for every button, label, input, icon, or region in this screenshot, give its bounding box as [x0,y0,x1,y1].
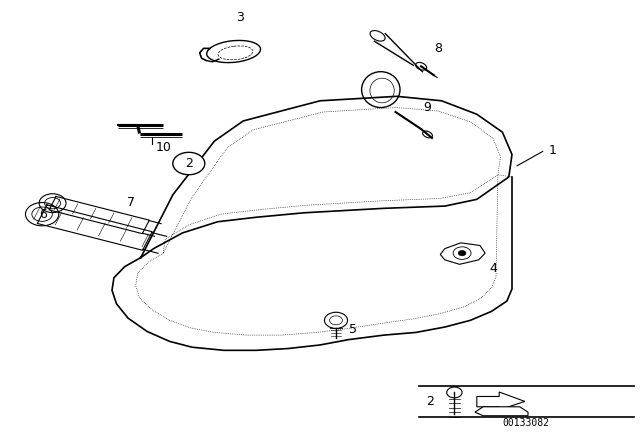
Text: 10: 10 [156,141,171,155]
Text: 3: 3 [236,10,244,24]
Text: 7: 7 [127,196,135,209]
Circle shape [173,152,205,175]
Text: 4: 4 [490,262,497,276]
Polygon shape [475,407,528,416]
Text: 5: 5 [349,323,357,336]
Text: 8: 8 [435,42,442,55]
Text: 2: 2 [185,157,193,170]
Text: 9: 9 [424,101,431,114]
Text: 6: 6 [40,207,47,221]
Polygon shape [477,392,525,410]
Circle shape [458,250,466,256]
Text: 1: 1 [549,143,557,157]
Text: 2: 2 [426,395,434,408]
Text: 00133082: 00133082 [502,418,550,428]
